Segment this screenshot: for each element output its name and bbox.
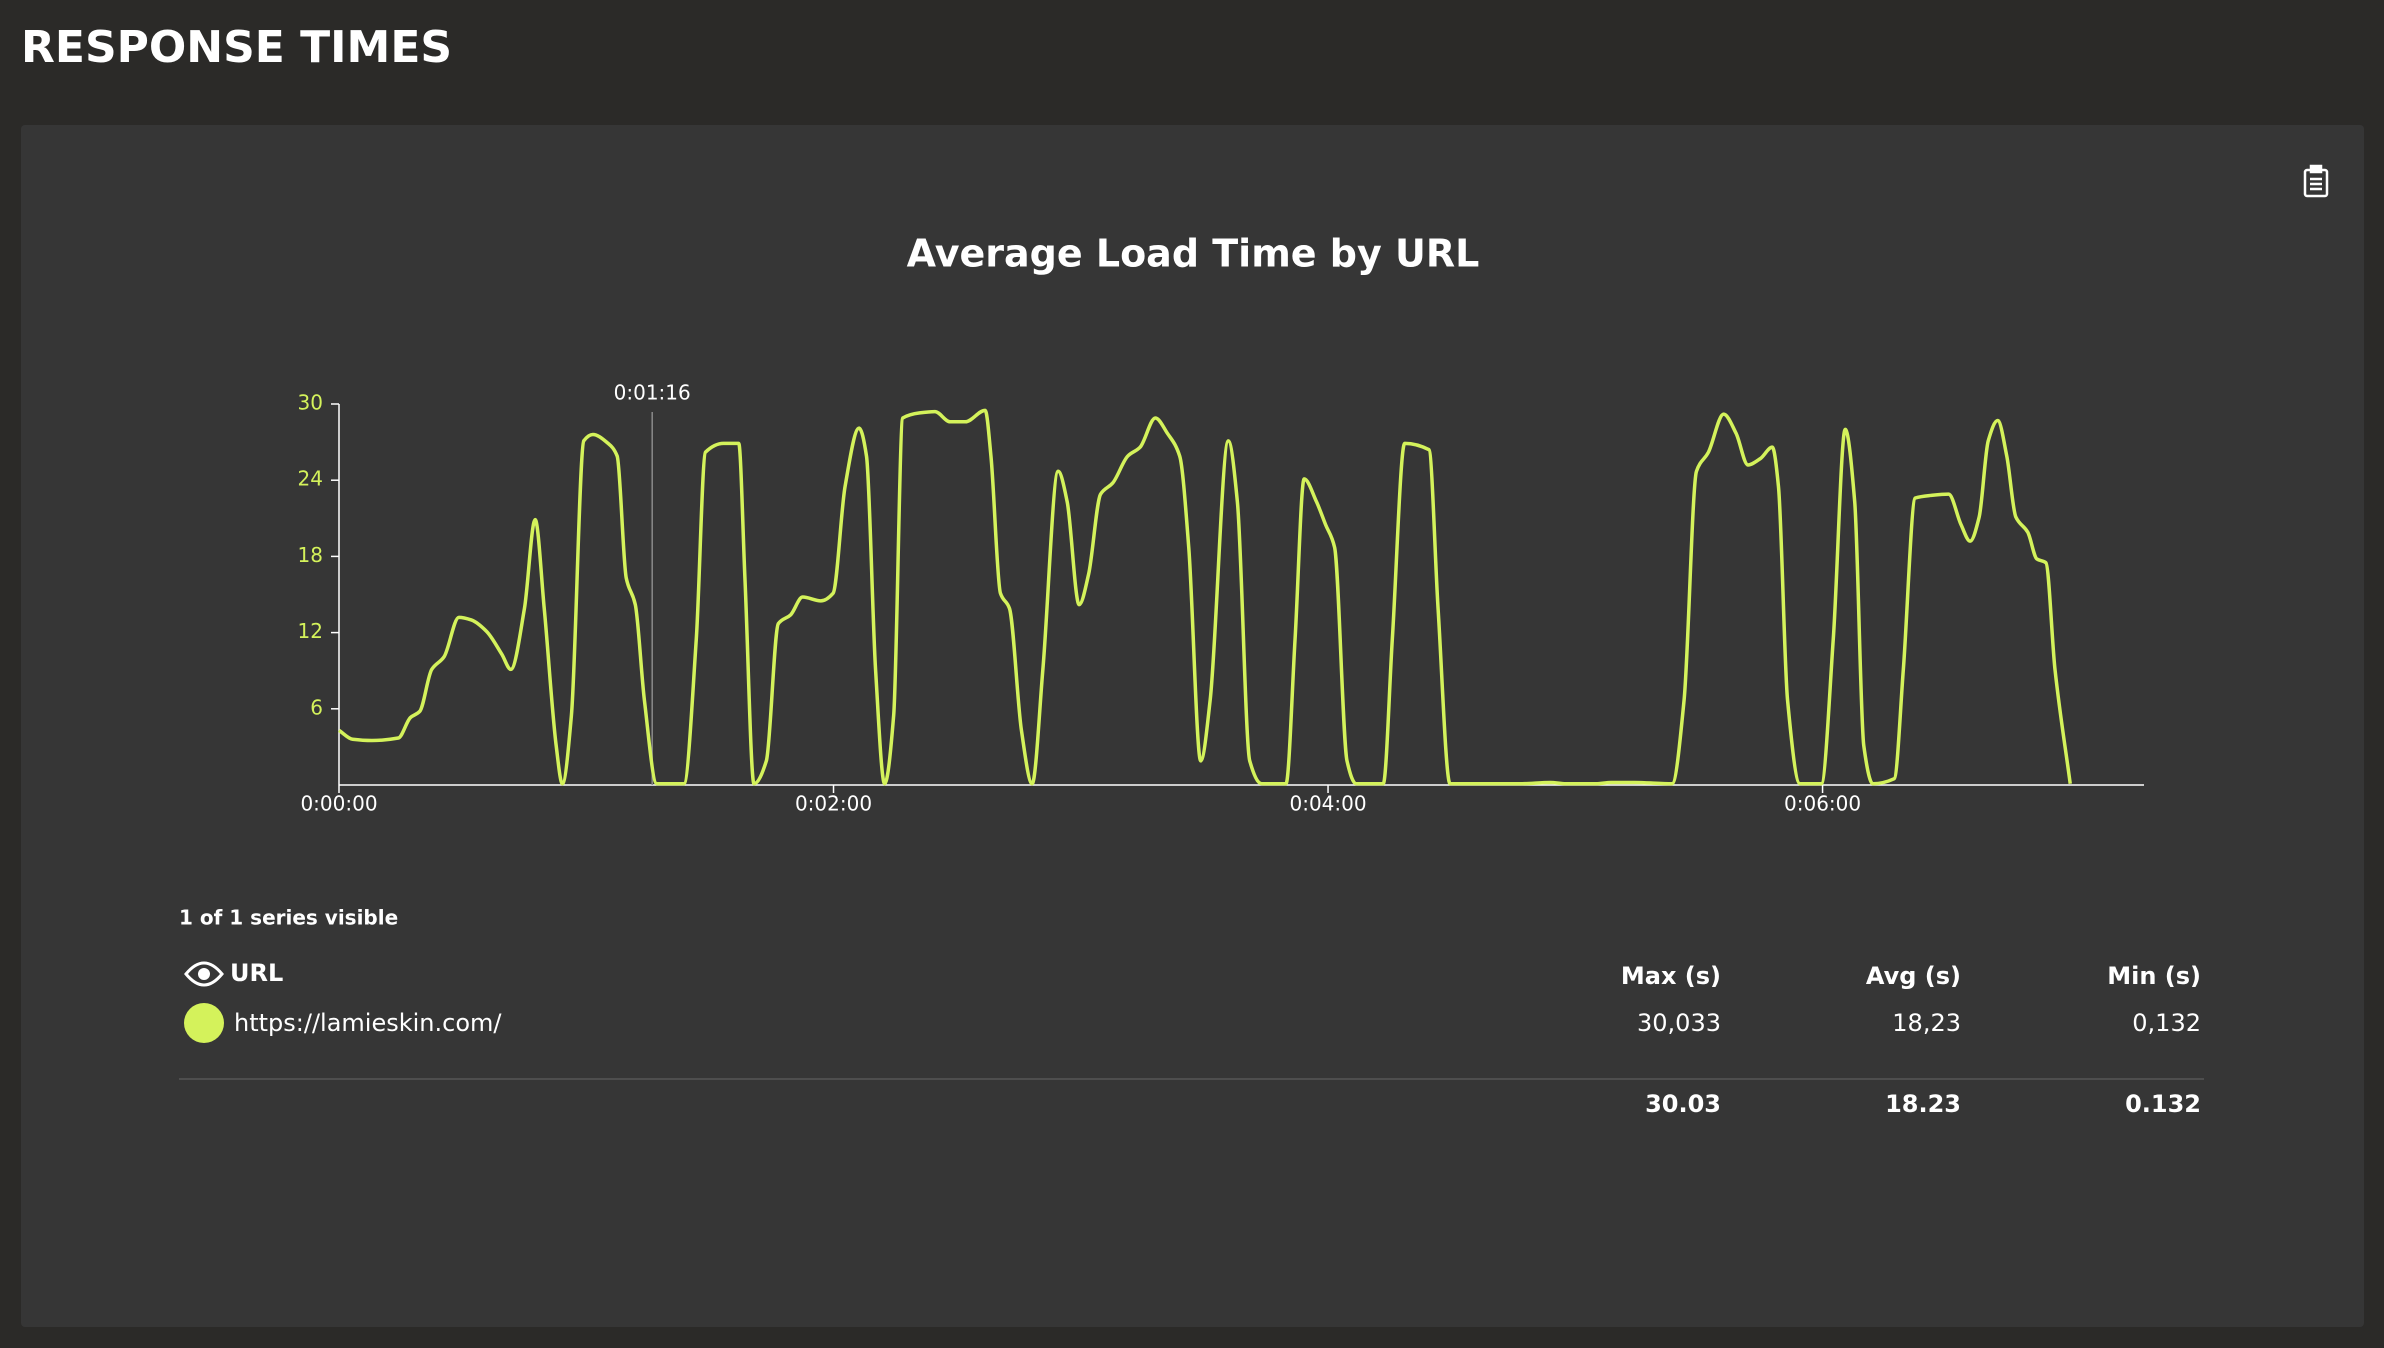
- x-tick-label: 0:04:00: [1289, 792, 1366, 816]
- panel: [21, 125, 2364, 1327]
- column-header: Min (s): [2107, 962, 2201, 990]
- y-tick-label: 12: [298, 619, 323, 643]
- eye-icon[interactable]: [184, 961, 224, 987]
- series-swatch[interactable]: [184, 1003, 224, 1043]
- x-tick-label: 0:06:00: [1784, 792, 1861, 816]
- column-header: Max (s): [1621, 962, 1721, 990]
- avg-value: 18,23: [1892, 1009, 1961, 1037]
- y-tick-label: 24: [298, 467, 323, 491]
- y-tick-label: 6: [310, 695, 323, 719]
- total-avg: 18.23: [1885, 1090, 1961, 1118]
- x-tick-label: 0:02:00: [795, 792, 872, 816]
- min-value: 0,132: [2132, 1009, 2201, 1037]
- page-title: RESPONSE TIMES: [21, 22, 452, 73]
- column-header: URL: [230, 959, 283, 987]
- y-tick-label: 18: [298, 543, 323, 567]
- chart-title: Average Load Time by URL: [907, 232, 1480, 276]
- max-value: 30,033: [1637, 1009, 1721, 1037]
- total-max: 30.03: [1645, 1090, 1721, 1118]
- clipboard-icon[interactable]: [2303, 164, 2329, 198]
- cursor-label: 0:01:16: [614, 381, 691, 405]
- y-tick-label: 30: [298, 391, 323, 415]
- series-line: [337, 408, 2072, 786]
- column-header: Avg (s): [1866, 962, 1961, 990]
- x-tick-label: 0:00:00: [300, 792, 377, 816]
- total-min: 0.132: [2125, 1090, 2201, 1118]
- series-name[interactable]: https://lamieskin.com/: [234, 1009, 502, 1037]
- series-count: 1 of 1 series visible: [179, 906, 398, 930]
